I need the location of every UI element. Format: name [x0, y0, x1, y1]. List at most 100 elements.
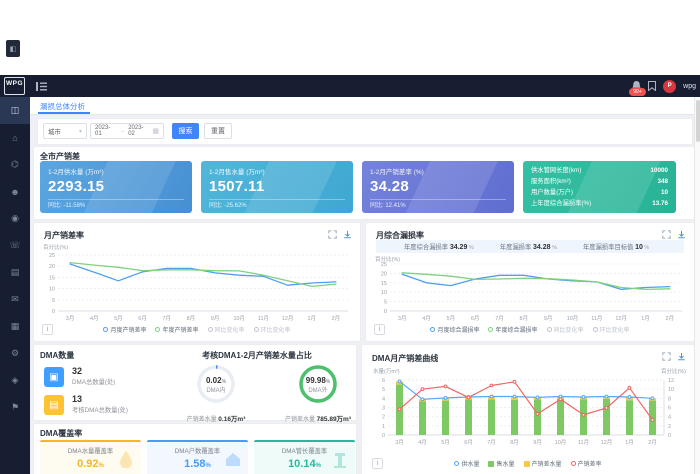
sidebar-item-mail[interactable]: ✉ [0, 286, 30, 313]
chart-legend: 月度综合漏损率 年度综合漏损率 同比变化率 环比变化率 [366, 325, 694, 334]
sidebar-item-flag[interactable]: ⚑ [0, 394, 30, 421]
user-avatar[interactable]: P [663, 79, 677, 93]
tab-bar: 漏损总体分析 [30, 97, 700, 115]
nrw-rate-line-chart[interactable]: 0 5 10 15 20 25 3月 4月 5月 6月 7月 8月 9月 10月 11月 12月 1月 2月 [40, 250, 354, 324]
legend-item[interactable]: 同比变化率 [207, 325, 245, 334]
date-start-value: 2023-01 [95, 125, 111, 137]
username[interactable]: wpg [683, 82, 696, 90]
legend-item[interactable]: 月度产销差率 [103, 325, 146, 334]
expand-icon[interactable] [328, 230, 337, 239]
svg-text:6月: 6月 [138, 315, 147, 322]
search-button[interactable]: 搜索 [172, 123, 199, 139]
legend-item[interactable]: 环比变化率 [592, 325, 630, 334]
legend-label: 售水量 [496, 462, 515, 468]
legend-label: 年度产销差率 [162, 328, 199, 334]
chevron-down-icon: ▾ [78, 128, 82, 135]
notification-badge: 99+ [629, 88, 646, 96]
info-icon[interactable]: i [372, 458, 383, 469]
svg-text:25: 25 [381, 262, 387, 268]
svg-text:1月: 1月 [625, 439, 634, 446]
expand-icon[interactable] [662, 352, 671, 361]
legend-item[interactable]: 月度综合漏损率 [430, 325, 479, 334]
svg-text:6: 6 [668, 406, 671, 412]
download-icon[interactable] [677, 352, 686, 361]
svg-text:12月: 12月 [282, 315, 294, 322]
legend-item[interactable]: 环比变化率 [253, 325, 291, 334]
svg-text:4月: 4月 [422, 315, 431, 322]
leakage-rate-line-chart[interactable]: 0 5 10 15 20 25 3月 4月 5月 6月 7月 8月 9月 10月 11月 12月 1月 2月 [372, 259, 688, 324]
legend-label: 月度综合漏损率 [437, 328, 480, 334]
sidebar-item-network[interactable]: ⌬ [0, 151, 30, 178]
sidebar-item-monitor[interactable]: ◉ [0, 205, 30, 232]
legend-label: 年度综合漏损率 [495, 328, 538, 334]
page-scrollbar[interactable] [694, 97, 700, 474]
svg-text:0: 0 [382, 433, 385, 439]
kpi-yoy: 同比: -25.62% [209, 203, 247, 209]
dma-ratio-title: 考核DMA1-2月产销差水量占比 [202, 351, 312, 360]
svg-text:12月: 12月 [601, 439, 613, 446]
sidebar-item-dashboard[interactable]: ◫ [0, 97, 30, 124]
svg-text:20: 20 [49, 264, 55, 270]
legend-label: 供水量 [461, 462, 480, 468]
tab-leakage-analysis[interactable]: 漏损总体分析 [40, 102, 85, 111]
legend-marker [488, 460, 495, 467]
info-icon[interactable]: i [374, 324, 385, 335]
coverage-value: 10.14% [288, 458, 321, 470]
collapse-menu-icon[interactable] [36, 82, 47, 91]
legend-item[interactable]: 供水量 [454, 459, 479, 468]
info-row: 上年度综合漏损率(%) 13.76 [531, 198, 668, 209]
citywide-nrw-section: 全市产销差 1-2月供水量 (万m³) 2293.15 同比: -11.58% … [34, 147, 694, 219]
sidebar-item-user[interactable]: ☻ [0, 178, 30, 205]
legend-marker [454, 461, 460, 466]
kpi-card-network-info: 供水管网长度(km) 10000 服务面积(km²) 348 用户数量(万户) 10 上年度… [523, 161, 676, 213]
sidebar-item-archive[interactable]: ▦ [0, 313, 30, 340]
sidebar-item-assets[interactable]: ◈ [0, 367, 30, 394]
legend-item[interactable]: 产销差率 [570, 459, 602, 468]
legend-item[interactable]: 售水量 [488, 459, 515, 468]
mail-icon: ✉ [11, 294, 19, 304]
legend-marker [523, 460, 530, 467]
desktop-widget-icon[interactable]: ◧ [6, 40, 20, 57]
kpi-value: 2293.15 [48, 178, 105, 195]
y-axis-right-label: 百分比(%) [660, 369, 686, 375]
svg-text:2月: 2月 [666, 315, 675, 322]
sidebar-item-home[interactable]: ⌂ [0, 124, 30, 151]
svg-text:9月: 9月 [211, 315, 220, 322]
sidebar-item-settings[interactable]: ⚙ [0, 340, 30, 367]
donut-inside: 0.02% DMA内 产销差水量 0.16万m³ [182, 362, 250, 423]
dma-count-value: 13 [72, 394, 83, 404]
svg-text:15: 15 [49, 275, 55, 281]
svg-text:2: 2 [668, 424, 671, 430]
calendar-icon: ▦ [152, 128, 159, 135]
svg-text:5: 5 [384, 300, 387, 306]
expand-icon[interactable] [662, 230, 671, 239]
info-row-label: 上年度综合漏损率(%) [531, 200, 592, 207]
svg-text:11月: 11月 [258, 315, 269, 322]
legend-item[interactable]: 年度产销差率 [155, 325, 199, 334]
sidebar-item-report[interactable]: ▤ [0, 259, 30, 286]
bookmark-icon[interactable] [648, 81, 657, 91]
download-icon[interactable] [677, 230, 686, 239]
legend-item[interactable]: 产销差水量 [523, 459, 562, 468]
legend-item[interactable]: 同比变化率 [546, 325, 584, 334]
settings-icon: ⚙ [10, 348, 20, 358]
annual-stat: 年度漏损率目标值 10 % [582, 244, 650, 251]
scrollbar-thumb[interactable] [696, 100, 700, 142]
info-icon[interactable]: i [42, 324, 53, 335]
svg-text:5: 5 [382, 387, 385, 393]
download-icon[interactable] [343, 230, 352, 239]
legend-label: 同比变化率 [553, 328, 584, 334]
city-select[interactable]: 城市 ▾ [43, 123, 87, 139]
legend-marker [592, 327, 598, 332]
date-range-picker[interactable]: 2023-01 → 2023-02 ▦ [90, 123, 164, 139]
annual-stat: 年度综合漏损率 34.29 % [404, 244, 474, 251]
archive-icon: ▦ [10, 321, 20, 331]
svg-text:11月: 11月 [578, 439, 589, 446]
legend-item[interactable]: 年度综合漏损率 [488, 325, 538, 334]
kpi-card-supply: 1-2月供水量 (万m³) 2293.15 同比: -11.58% [40, 161, 192, 213]
info-row: 用户数量(万户) 10 [531, 187, 668, 198]
reset-button[interactable]: 重置 [204, 123, 232, 139]
annual-stats-strip: 年度综合漏损率 34.29 % 年度漏损率 34.28 % 年度漏损率目标值 10 … [376, 240, 684, 253]
sidebar-item-support[interactable]: ☏ [0, 232, 30, 259]
